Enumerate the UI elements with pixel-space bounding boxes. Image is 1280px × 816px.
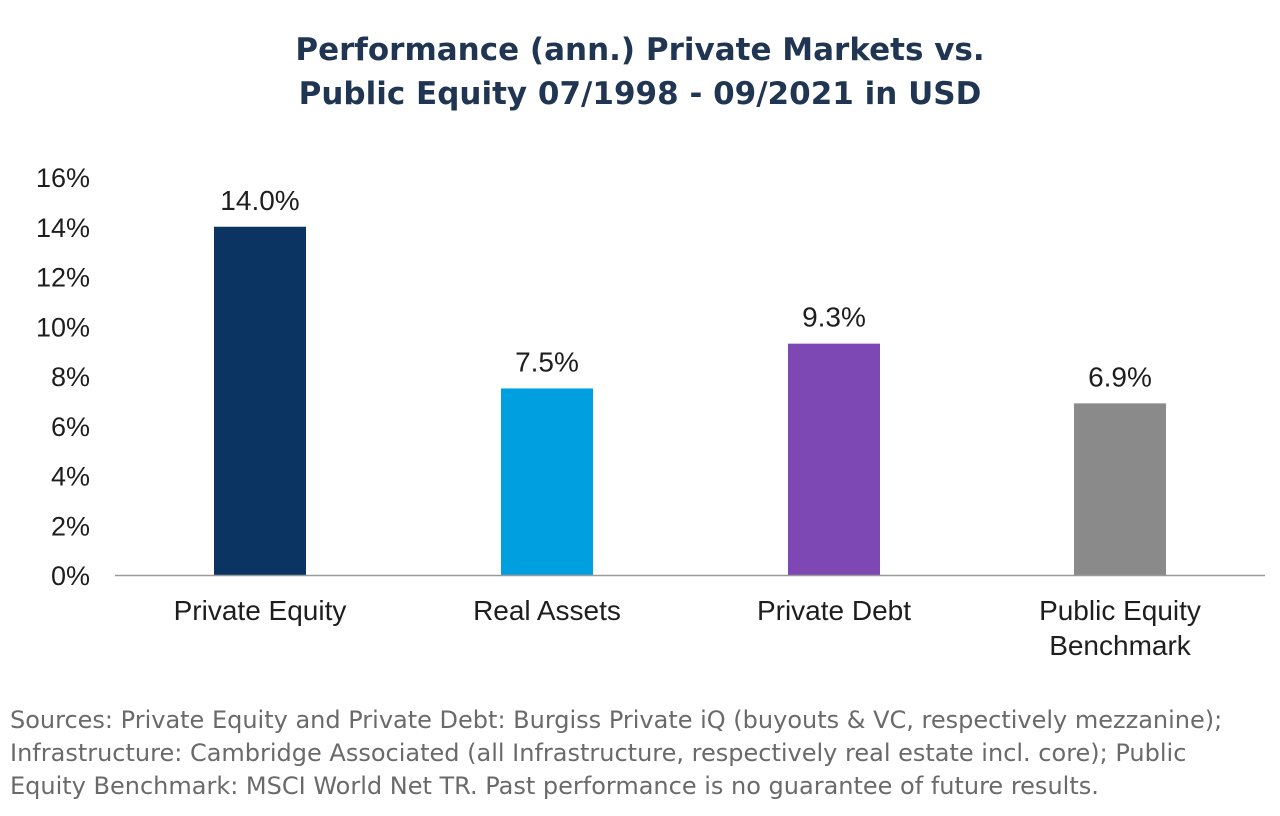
- y-tick-label: 12%: [36, 263, 90, 293]
- source-note-line-3: Equity Benchmark: MSCI World Net TR. Pas…: [10, 772, 1099, 800]
- category-label: Private Debt: [757, 595, 911, 626]
- y-tick-label: 6%: [51, 412, 90, 442]
- category-label: Private Equity: [174, 595, 347, 626]
- source-note-line-1: Sources: Private Equity and Private Debt…: [10, 706, 1223, 734]
- bar: [788, 343, 880, 575]
- bar: [501, 388, 593, 575]
- y-tick-label: 2%: [51, 511, 90, 541]
- category-labels: Private Equity Real Assets Private Debt Pub…: [174, 595, 1201, 661]
- y-tick-label: 10%: [36, 312, 90, 342]
- chart-title: Performance (ann.) Private Markets vs. P…: [0, 28, 1280, 116]
- source-note-line-2: Infrastructure: Cambridge Associated (al…: [10, 739, 1187, 767]
- source-note: Sources: Private Equity and Private Debt…: [10, 704, 1270, 803]
- y-axis: 0% 2% 4% 6% 8% 10% 12% 14% 16%: [36, 163, 90, 591]
- bar-chart: 0% 2% 4% 6% 8% 10% 12% 14% 16% 14.0% 7.5% 9.3% 6.9%…: [36, 163, 1265, 661]
- chart-title-line-1: Performance (ann.) Private Markets vs.: [295, 32, 985, 68]
- data-label: 9.3%: [802, 302, 866, 333]
- bar: [214, 226, 306, 575]
- data-labels: 14.0% 7.5% 9.3% 6.9%: [220, 185, 1152, 393]
- y-tick-label: 14%: [36, 213, 90, 243]
- bar: [1074, 403, 1166, 575]
- category-label: Real Assets: [473, 595, 621, 626]
- bars: [214, 226, 1166, 575]
- data-label: 14.0%: [220, 185, 299, 216]
- chart-title-line-2: Public Equity 07/1998 - 09/2021 in USD: [298, 76, 982, 112]
- y-tick-label: 0%: [51, 561, 90, 591]
- y-tick-label: 8%: [51, 362, 90, 392]
- y-tick-label: 16%: [36, 163, 90, 193]
- data-label: 7.5%: [515, 346, 579, 377]
- y-tick-label: 4%: [51, 462, 90, 492]
- category-label: Public Equity Benchmark: [1039, 595, 1201, 661]
- data-label: 6.9%: [1088, 361, 1152, 392]
